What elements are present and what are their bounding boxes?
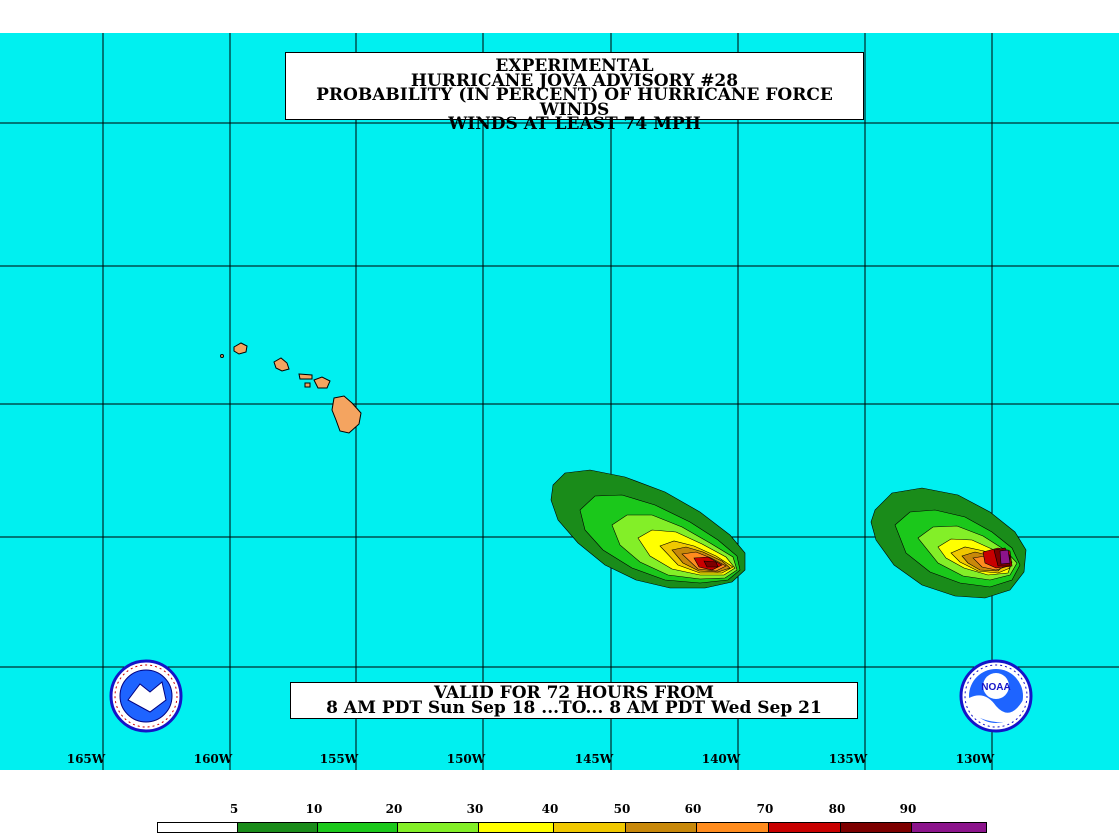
legend-swatch	[158, 823, 238, 832]
island-niihau	[220, 354, 224, 358]
hawaiian-islands	[220, 342, 362, 434]
legend-label: 10	[305, 802, 323, 816]
legend-swatch	[697, 823, 769, 832]
legend-label: 50	[613, 802, 631, 816]
island-maui	[313, 376, 331, 389]
legend-swatch	[318, 823, 398, 832]
valid-line-2: 8 AM PDT Sun Sep 18 ...TO... 8 AM PDT We…	[326, 698, 822, 718]
longitude-tick-label: 140W	[701, 752, 741, 766]
noaa-text: NOAA	[981, 682, 1010, 693]
national-weather-service-logo	[109, 659, 183, 733]
island-lanai	[304, 382, 311, 388]
longitude-tick-label: 160W	[193, 752, 233, 766]
longitude-tick-label: 145W	[574, 752, 614, 766]
island-molokai	[298, 373, 313, 380]
title-line-1: EXPERIMENTAL	[495, 56, 654, 76]
longitude-tick-label: 155W	[319, 752, 359, 766]
longitude-tick-label: 135W	[828, 752, 868, 766]
legend-swatch	[912, 823, 986, 832]
legend-label: 30	[466, 802, 484, 816]
lat-lon-grid	[0, 33, 1119, 770]
noaa-logo: NOAA	[959, 659, 1033, 733]
legend-swatch	[626, 823, 697, 832]
longitude-tick-label: 150W	[446, 752, 486, 766]
island-oahu	[273, 357, 290, 372]
legend-label: 5	[229, 802, 239, 816]
title-line-3: PROBABILITY (IN PERCENT) OF HURRICANE FO…	[316, 85, 833, 120]
legend-label: 90	[899, 802, 917, 816]
legend-label: 20	[385, 802, 403, 816]
title-box: EXPERIMENTAL HURRICANE JOVA ADVISORY #28…	[285, 52, 864, 132]
legend-swatch	[841, 823, 912, 832]
valid-time-box: VALID FOR 72 HOURS FROM 8 AM PDT Sun Sep…	[290, 682, 858, 719]
valid-line-1: VALID FOR 72 HOURS FROM	[434, 683, 714, 703]
legend-swatch	[554, 823, 626, 832]
island-kauai	[233, 342, 248, 355]
legend-swatch	[238, 823, 318, 832]
legend-swatch	[769, 823, 841, 832]
probability-contours-east	[870, 487, 1027, 599]
probability-contours-west	[550, 469, 746, 589]
island-hawaii	[331, 395, 362, 434]
longitude-tick-label: 130W	[955, 752, 995, 766]
ocean-background	[0, 33, 1119, 770]
legend-label: 80	[828, 802, 846, 816]
legend-label: 70	[756, 802, 774, 816]
legend-swatch	[479, 823, 554, 832]
legend-color-bar	[157, 822, 987, 833]
legend-label: 60	[684, 802, 702, 816]
legend-label: 40	[541, 802, 559, 816]
longitude-tick-label: 165W	[66, 752, 106, 766]
legend-swatch	[398, 823, 479, 832]
title-line-2: HURRICANE JOVA ADVISORY #28	[410, 70, 739, 91]
title-line-4: WINDS AT LEAST 74 MPH	[448, 114, 701, 134]
